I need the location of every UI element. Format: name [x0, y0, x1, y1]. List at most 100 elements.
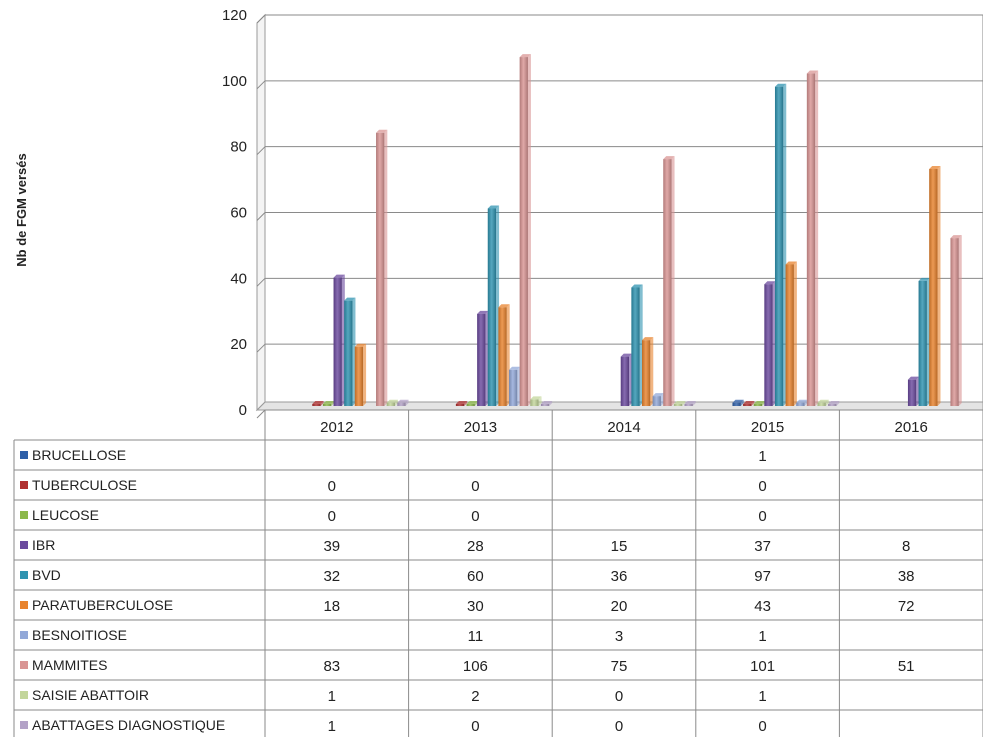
data-label: 60 [467, 568, 484, 585]
table-row: MAMMITES 83 106 75 101 51 [20, 657, 915, 675]
data-label: 36 [611, 568, 628, 585]
bar [477, 310, 489, 406]
y-tick-label: 0 [239, 402, 247, 419]
x-category-label: 2013 [464, 419, 497, 436]
data-label: 101 [750, 658, 775, 675]
table-row: LEUCOSE 0 0 0 [20, 507, 767, 525]
legend-label: PARATUBERCULOSE [32, 597, 173, 613]
bar [498, 304, 510, 406]
data-label: 106 [463, 658, 488, 675]
data-label: 0 [328, 508, 336, 525]
data-label: 18 [323, 598, 340, 615]
bar [764, 281, 776, 406]
data-label: 1 [758, 628, 766, 645]
bar [344, 297, 356, 406]
bar [620, 353, 633, 406]
data-label: 51 [898, 658, 915, 675]
legend-label: MAMMITES [32, 657, 107, 673]
data-label: 11 [468, 628, 484, 645]
bar [386, 399, 398, 406]
data-label: 2 [471, 688, 479, 705]
legend-swatch [20, 721, 28, 729]
data-label: 8 [902, 538, 910, 555]
bar [828, 401, 840, 406]
data-label: 20 [611, 598, 628, 615]
gridline-side [256, 146, 266, 156]
y-tick-label: 100 [222, 73, 247, 90]
bar [333, 274, 345, 406]
bar [774, 83, 787, 406]
data-label: 32 [323, 568, 340, 585]
bar [487, 205, 500, 406]
legend-swatch [20, 481, 28, 489]
bar [540, 401, 553, 406]
legend-swatch [20, 541, 28, 549]
gridline-side [256, 212, 266, 221]
data-label: 83 [323, 658, 340, 675]
bar [631, 284, 643, 406]
bars [312, 54, 962, 407]
bar [455, 401, 468, 406]
bar [743, 401, 755, 406]
table-row: SAISIE ABATTOIR 1 2 0 1 [20, 687, 767, 705]
bar [376, 129, 388, 406]
data-label: 1 [758, 688, 766, 705]
gridline-side [256, 14, 266, 24]
bar [322, 401, 335, 406]
bar [519, 54, 531, 406]
data-label: 38 [898, 568, 915, 585]
bar [785, 261, 797, 406]
y-tick-label: 20 [230, 336, 247, 353]
data-label: 3 [615, 628, 623, 645]
gridline-side [256, 80, 266, 90]
bar [663, 156, 675, 406]
bar [673, 401, 686, 406]
bar [796, 399, 808, 406]
data-label: 0 [615, 718, 623, 735]
bar [732, 399, 744, 406]
gridline-side [256, 277, 266, 287]
gridline-side [256, 343, 266, 353]
x-category-label: 2016 [895, 419, 928, 436]
bar [466, 401, 478, 406]
data-label: 30 [467, 598, 484, 615]
table-row: IBR 39 28 15 37 8 [20, 537, 910, 555]
x-category-label: 2014 [607, 419, 640, 436]
legend-label: BRUCELLOSE [32, 447, 126, 463]
legend-swatch [20, 451, 28, 459]
legend-label: ABATTAGES DIAGNOSTIQUE [32, 717, 225, 733]
bar [642, 337, 654, 406]
bar [950, 235, 962, 406]
data-label: 0 [615, 688, 623, 705]
legend-swatch [20, 571, 28, 579]
plot-floor [255, 401, 983, 411]
data-label: 0 [471, 478, 479, 495]
table-row: PARATUBERCULOSE 18 30 20 43 72 [20, 597, 915, 615]
data-label: 0 [758, 508, 766, 525]
table-row: TUBERCULOSE 0 0 0 [20, 477, 767, 495]
table-row: BRUCELLOSE 1 [20, 447, 767, 465]
legend-label: LEUCOSE [32, 507, 99, 523]
data-label: 39 [323, 538, 340, 555]
legend-swatch [20, 661, 28, 669]
legend-swatch [20, 601, 28, 609]
bar [652, 393, 664, 406]
data-label: 72 [898, 598, 915, 615]
table-row: BESNOITIOSE 11 3 1 [20, 627, 767, 645]
y-tick-label: 120 [222, 7, 247, 24]
data-label: 15 [611, 538, 628, 555]
legend-swatch [20, 691, 28, 699]
bar [918, 277, 930, 406]
bar [806, 70, 819, 407]
legend-label: TUBERCULOSE [32, 477, 137, 493]
data-label: 0 [328, 478, 336, 495]
legend-label: BESNOITIOSE [32, 627, 127, 643]
bar [684, 401, 696, 406]
x-category-label: 2015 [751, 419, 784, 436]
table-row: BVD 32 60 36 97 38 [20, 567, 915, 585]
bar [397, 399, 409, 406]
data-label: 97 [754, 568, 771, 585]
data-label: 1 [328, 688, 336, 705]
